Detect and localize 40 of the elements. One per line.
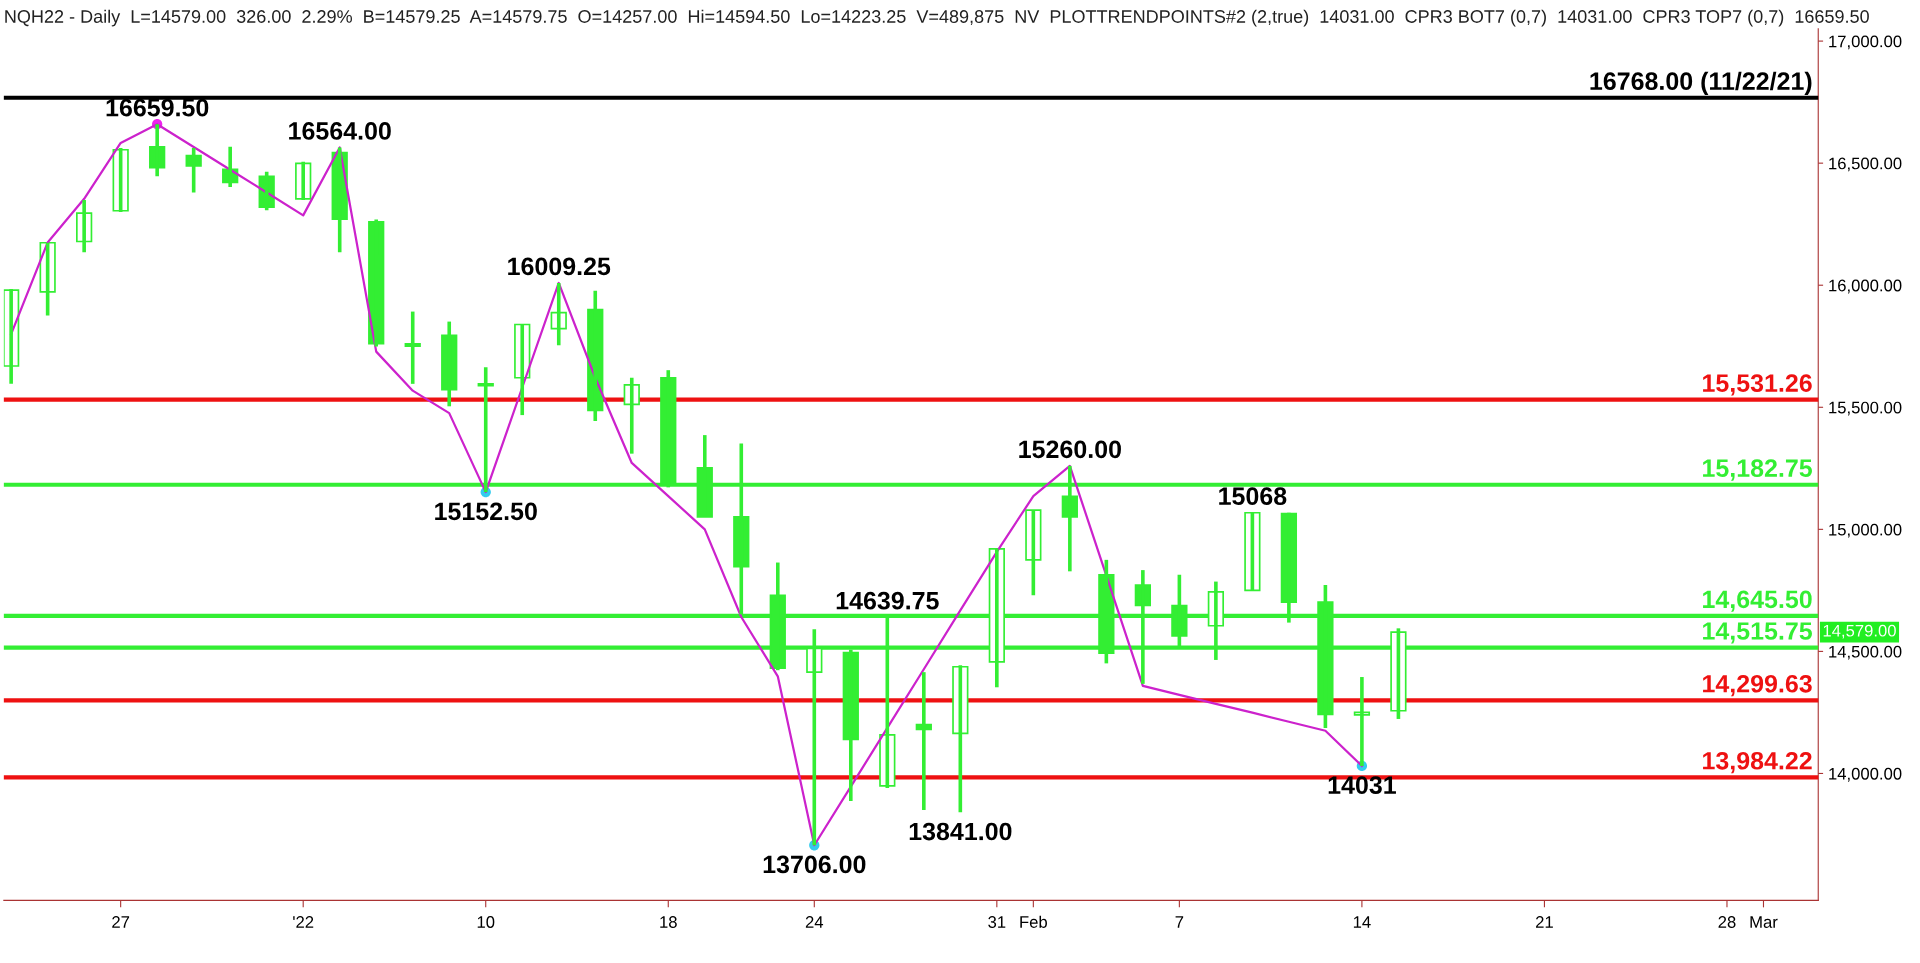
x-tick-label: '22: [293, 916, 314, 928]
annotation: 13841.00: [909, 822, 1012, 841]
ref-line-label: 13,984.22: [1703, 751, 1812, 774]
x-tick-label: Mar: [1750, 916, 1778, 928]
y-tick-label: 16,000.00: [1829, 279, 1902, 294]
ref-line-label: 14,299.63: [1703, 674, 1812, 697]
text: 14,579.00: [1823, 624, 1896, 639]
ref-line-label: 15,531.26: [1703, 374, 1812, 396]
annotation: 16009.25: [508, 257, 611, 276]
annotation: 16564.00: [289, 122, 391, 140]
y-tick-label: 17,000.00: [1829, 35, 1902, 50]
x-tick-label: 21: [1536, 916, 1553, 928]
annotation: 14031: [1328, 776, 1396, 795]
x-tick-label: 7: [1175, 916, 1184, 928]
x-tick-label: 24: [805, 916, 824, 928]
x-tick-label: Feb: [1020, 915, 1047, 928]
annotation: 15260.00: [1019, 440, 1121, 459]
chart-title: NQH22 - Daily L=14579.00 326.00 2.29% B=14579.25 A=14579.75 O=14257.00 Hi=14594.50 Lo=14223.25 V=489,875 NV PLOTTRENDPOINTS#2 (2,true) 14031.00 CPR3 BOT7 (0,7) 14031.00 CPR3 TOP7 (0,7) 16659.50: [5, 9, 1869, 27]
x-tick-label: 27: [112, 916, 130, 928]
candlestick: [112, 148, 129, 212]
ref-line-label: 16768.00 (11/22/21): [1590, 71, 1812, 95]
ref-line-label: 15,182.75: [1703, 459, 1812, 481]
annotation: 15152.50: [435, 502, 537, 521]
x-tick-label: 14: [1353, 916, 1371, 928]
y-tick-label: 14,000.00: [1829, 767, 1902, 782]
x-tick-label: 28: [1718, 916, 1736, 928]
x-tick-label: 31: [988, 916, 1006, 928]
annotation: 15068: [1219, 487, 1287, 506]
y-tick-label: 15,000.00: [1829, 523, 1902, 538]
x-tick-label: 18: [660, 916, 677, 928]
ref-line-label: 14,645.50: [1703, 590, 1812, 612]
candlestick: [1244, 511, 1261, 592]
ref-line-label: 14,515.75: [1703, 622, 1812, 644]
y-tick-label: 15,500.00: [1829, 401, 1902, 416]
annotation: 16659.50: [106, 98, 209, 117]
annotation: 14639.75: [836, 591, 939, 610]
y-tick-label: 16,500.00: [1829, 157, 1902, 172]
annotation: 13706.00: [763, 855, 866, 874]
x-tick-label: 10: [477, 916, 495, 928]
y-tick-label: 14,500.00: [1829, 645, 1902, 660]
